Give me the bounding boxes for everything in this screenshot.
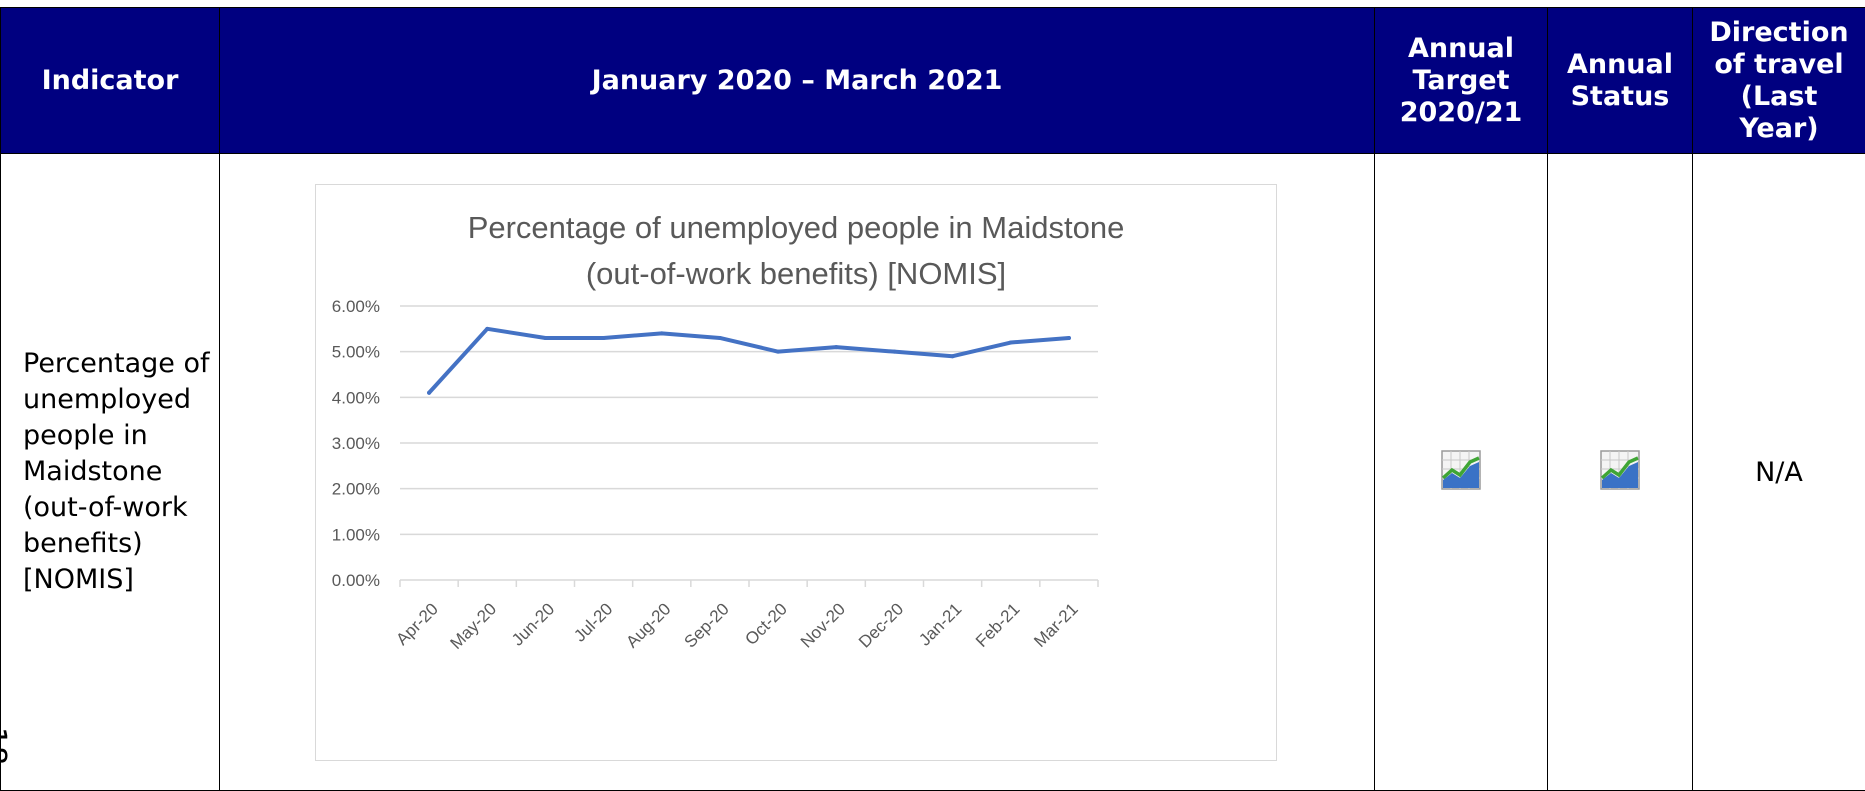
series-line: [427, 326, 1071, 395]
target-cell: [1374, 153, 1548, 791]
chart-cell: Percentage of unemployed people in Maids…: [219, 153, 1375, 791]
indicator-row: Percentage of unemployed people in Maids…: [0, 153, 1865, 791]
data-point: [659, 331, 664, 336]
page-number: 18: [0, 727, 12, 766]
indicator-text: Percentage of unemployed people in Maids…: [23, 348, 210, 595]
header-target: Annual Target 2020/21: [1374, 7, 1548, 154]
data-point: [485, 326, 490, 331]
data-point: [1066, 335, 1071, 340]
chart-container: Percentage of unemployed people in Maids…: [315, 184, 1277, 761]
x-tick-label: Jul-20: [570, 599, 616, 645]
x-tick-label: Sep-20: [681, 599, 733, 651]
data-point: [601, 335, 606, 340]
chart-title-line1: Percentage of unemployed people in Maids…: [467, 210, 1125, 245]
data-point: [1008, 340, 1013, 345]
header-period: January 2020 – March 2021: [219, 7, 1375, 154]
x-tick-label: Mar-21: [1030, 599, 1082, 651]
x-tick-label: Oct-20: [741, 599, 791, 649]
chart-trend-icon: [1600, 450, 1640, 490]
chart-title: Percentage of unemployed people in Maids…: [316, 205, 1276, 297]
y-tick-label: 4.00%: [332, 388, 380, 407]
y-tick-label: 0.00%: [332, 571, 380, 590]
line-chart: 0.00% 1.00% 2.00% 3.00% 4.00% 5.00% 6.00% Apr-2…: [332, 297, 1099, 653]
kpi-table: Indicator January 2020 – March 2021 Annu…: [0, 7, 1865, 791]
data-point: [543, 335, 548, 340]
x-tick-label: Dec-20: [855, 599, 907, 651]
y-tick-label: 3.00%: [332, 434, 380, 453]
status-cell: [1547, 153, 1693, 791]
data-point: [776, 349, 781, 354]
chart-title-line2: (out-of-work benefits) [NOMIS]: [585, 256, 1007, 291]
indicator-cell: Percentage of unemployed people in Maids…: [0, 153, 220, 791]
x-tick-label: Aug-20: [622, 599, 674, 651]
data-point: [950, 354, 955, 359]
data-point: [892, 349, 897, 354]
y-tick-label: 1.00%: [332, 525, 380, 544]
x-tick-label: Jun-20: [508, 599, 558, 649]
x-tick-label: May-20: [447, 599, 501, 653]
chart-trend-icon: [1441, 450, 1481, 490]
x-tick-label: Nov-20: [797, 599, 849, 651]
x-tick-label: Jan-21: [915, 599, 965, 649]
header-row: Indicator January 2020 – March 2021 Annu…: [0, 7, 1865, 154]
data-point: [834, 345, 839, 350]
header-indicator: Indicator: [0, 7, 220, 154]
x-tick-label: Apr-20: [392, 599, 442, 649]
header-status: Annual Status: [1547, 7, 1693, 154]
data-point: [427, 390, 432, 395]
y-tick-label: 5.00%: [332, 343, 380, 362]
x-tick-label: Feb-21: [972, 599, 1024, 651]
direction-cell: N/A: [1692, 153, 1865, 791]
data-point: [717, 335, 722, 340]
y-tick-label: 2.00%: [332, 480, 380, 499]
header-direction: Direction of travel (Last Year): [1692, 7, 1865, 154]
y-tick-label: 6.00%: [332, 297, 380, 316]
